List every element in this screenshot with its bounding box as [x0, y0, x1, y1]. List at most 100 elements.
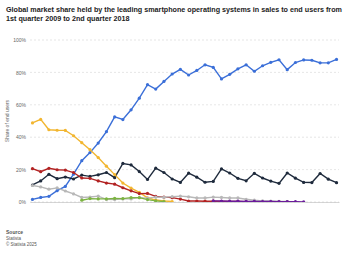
y-tick: 60%: [16, 102, 30, 108]
data-point: [245, 63, 248, 66]
data-point: [286, 200, 289, 202]
data-point: [310, 181, 313, 184]
data-point: [228, 196, 231, 199]
chart: Global market share held by the leading …: [0, 0, 355, 253]
data-point: [97, 197, 100, 200]
marks: [31, 58, 338, 202]
data-point: [88, 197, 91, 200]
y-tick-label: 40%: [16, 134, 27, 140]
data-point: [212, 66, 215, 69]
data-point: [236, 196, 239, 199]
data-point: [97, 195, 100, 198]
data-point: [113, 173, 116, 176]
data-point: [179, 195, 182, 198]
data-point: [80, 196, 83, 199]
data-point: [113, 115, 116, 118]
data-point: [236, 177, 239, 180]
y-axis: 0%20%40%60%80%100%: [13, 37, 30, 205]
data-point: [269, 200, 272, 202]
data-point: [138, 192, 141, 195]
data-point: [302, 200, 305, 202]
data-point: [39, 185, 42, 188]
data-point: [220, 200, 223, 202]
data-point: [195, 196, 198, 199]
data-point: [171, 196, 174, 199]
data-point: [294, 200, 297, 202]
data-point: [220, 199, 223, 202]
data-point: [261, 199, 264, 202]
data-point: [253, 70, 256, 73]
data-point: [154, 196, 157, 199]
data-point: [162, 200, 165, 202]
data-point: [269, 61, 272, 64]
data-point: [146, 178, 149, 181]
y-tick: 80%: [16, 70, 30, 76]
data-point: [56, 189, 59, 192]
data-point: [294, 177, 297, 180]
y-axis-line: [30, 41, 31, 203]
data-point: [64, 185, 67, 188]
data-point: [105, 197, 108, 200]
data-point: [236, 200, 239, 202]
source-text: Statista: [6, 236, 22, 241]
data-point: [138, 97, 141, 100]
data-point: [138, 196, 141, 199]
data-point: [39, 118, 42, 121]
data-point: [212, 200, 215, 202]
y-tick: 40%: [16, 134, 30, 140]
data-point: [80, 174, 83, 177]
data-point: [64, 168, 67, 171]
data-point: [187, 195, 190, 198]
series: [31, 184, 289, 202]
data-point: [129, 186, 132, 189]
data-point: [56, 168, 59, 171]
data-point: [277, 200, 280, 202]
data-point: [195, 199, 198, 202]
data-point: [277, 182, 280, 185]
data-point: [228, 200, 231, 202]
data-point: [88, 148, 91, 151]
data-point: [245, 200, 248, 202]
data-point: [261, 200, 264, 202]
data-point: [187, 73, 190, 76]
series-line: [32, 59, 336, 199]
data-point: [138, 170, 141, 173]
data-point: [39, 196, 42, 199]
data-point: [203, 196, 206, 199]
data-point: [277, 200, 280, 202]
data-point: [129, 108, 132, 111]
data-point: [105, 171, 108, 174]
data-point: [80, 176, 83, 179]
data-point: [245, 200, 248, 202]
data-point: [310, 59, 313, 62]
data-point: [39, 179, 42, 182]
data-point: [129, 163, 132, 166]
data-point: [162, 196, 165, 199]
data-point: [47, 195, 50, 198]
data-point: [138, 196, 141, 199]
data-point: [269, 180, 272, 183]
y-tick-label: 60%: [16, 102, 27, 108]
data-point: [195, 69, 198, 72]
source-text: Source: [6, 229, 23, 235]
data-point: [64, 129, 67, 132]
data-point: [327, 61, 330, 64]
data-point: [269, 200, 272, 202]
y-axis-title: Share of end users: [4, 99, 10, 142]
data-point: [269, 199, 272, 202]
series-line: [82, 198, 164, 202]
data-point: [31, 183, 34, 186]
data-point: [162, 80, 165, 83]
data-point: [228, 171, 231, 174]
data-point: [335, 181, 338, 184]
data-point: [162, 199, 165, 202]
data-point: [113, 183, 116, 186]
data-point: [286, 68, 289, 71]
data-point: [129, 189, 132, 192]
grid-line: [30, 104, 339, 105]
y-tick: 100%: [13, 37, 30, 43]
data-point: [105, 130, 108, 133]
data-point: [253, 200, 256, 202]
data-point: [154, 199, 157, 202]
data-point: [31, 184, 34, 187]
